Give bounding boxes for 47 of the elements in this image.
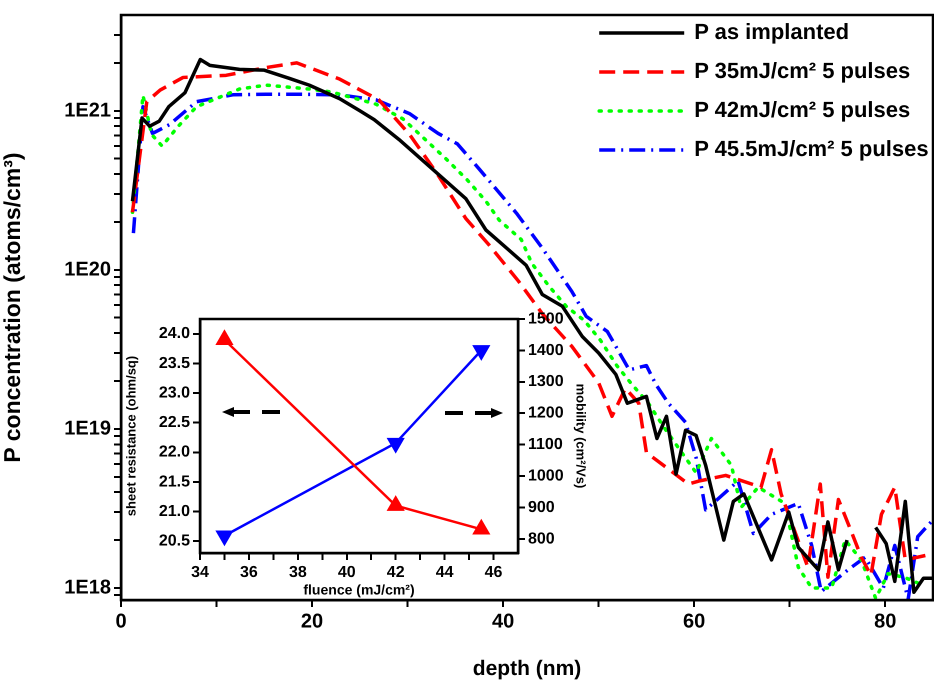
y2-tick-label: 1400 [528,342,564,359]
x-tick-label: 46 [484,564,503,582]
y2-tick-label: 900 [528,498,555,516]
y2-tick-label: 1500 [528,310,564,328]
point [388,496,404,511]
x-tick-label: 20 [300,610,324,633]
point [473,520,490,535]
x-tick-label: 40 [492,610,514,633]
y-tick-label: 1E20 [64,258,111,280]
y2-tick-label: 1100 [528,436,563,454]
x-axis-title: depth (nm) [472,657,582,680]
x-tick-label: 80 [874,610,896,633]
x-tick-label: 0 [115,610,127,633]
point [388,438,404,452]
x-tick-label: 34 [191,564,209,582]
y2-tick-label: 1200 [528,404,564,422]
point [216,330,233,345]
legend-label: P 45.5mJ/cm² 5 pulses [694,136,929,162]
y2-tick-label: 1000 [528,467,564,484]
x-tick-label: 38 [288,564,307,582]
y-tick-label: 24.0 [158,325,190,342]
x-tick-label: 44 [436,564,454,582]
y-tick-label: 1E18 [64,576,111,598]
y-tick-label: 20.5 [158,532,190,550]
legend-label: P as implanted [694,19,850,44]
y-tick-label: 21.5 [158,473,190,490]
point [216,530,233,545]
x-tick-label: 36 [240,564,258,582]
legend-label: P 35mJ/cm² 5 pulses [694,58,910,84]
y-tick-label: 1E19 [64,417,111,440]
y-tick-label: 21.0 [158,502,190,520]
y2-axis-title: mobility (cm²/Vs) [574,384,589,488]
y-tick-label: 1E21 [64,99,111,122]
y-tick-label: 23.0 [158,384,190,402]
x-tick-label: 60 [683,610,706,633]
y-tick-label: 22.5 [158,414,190,432]
y-axis-title: P concentration (atoms/cm³) [0,152,26,463]
y-tick-label: 23.5 [158,354,190,372]
y-tick-label: 22.0 [158,444,190,461]
x-tick-label: 42 [386,564,405,582]
y2-tick-label: 800 [528,530,555,548]
x-axis-title: fluence (mJ/cm²) [303,581,415,598]
legend-label: P 42mJ/cm² 5 pulses [694,97,910,122]
y2-tick-label: 1300 [528,373,564,390]
x-tick-label: 40 [338,564,356,582]
point [473,345,490,360]
y-axis-title: sheet resistance (ohm/sq) [123,356,138,516]
